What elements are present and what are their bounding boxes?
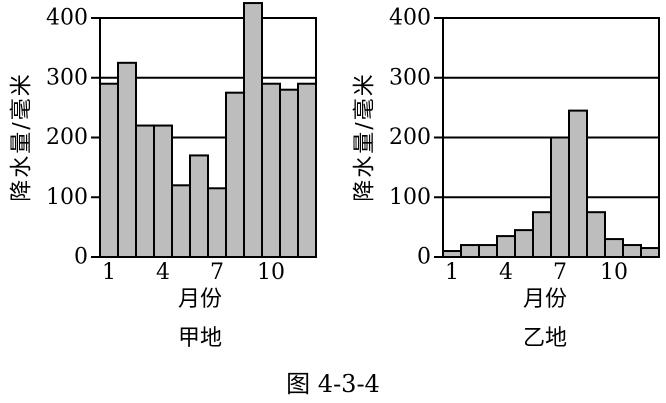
chart-title: 甲地 xyxy=(178,326,222,351)
bar xyxy=(640,247,660,259)
x-tick-label: 1 xyxy=(102,260,116,285)
bar xyxy=(189,154,209,258)
x-tick-labels: 1 4 7 10 xyxy=(102,260,285,285)
bar xyxy=(207,187,227,259)
bar xyxy=(532,211,552,258)
y-tick-label: 0 xyxy=(74,245,88,270)
y-tick-label: 100 xyxy=(46,185,88,210)
x-tick-label: 10 xyxy=(257,260,285,285)
y-tick-label: 100 xyxy=(389,185,431,210)
bar xyxy=(279,88,299,258)
bar xyxy=(261,82,281,258)
x-tick-label: 4 xyxy=(499,260,513,285)
y-tick-label: 300 xyxy=(46,65,88,90)
y-tick-label: 0 xyxy=(417,245,431,270)
bars xyxy=(442,109,660,259)
y-axis-label: 降水量/毫米 xyxy=(353,72,378,201)
x-tick-label: 10 xyxy=(600,260,628,285)
bar xyxy=(478,244,498,259)
bar xyxy=(550,136,570,258)
y-tick-label: 300 xyxy=(389,65,431,90)
x-axis-label: 月份 xyxy=(178,287,222,312)
x-tick-label: 7 xyxy=(553,260,567,285)
bar xyxy=(496,235,516,258)
bar xyxy=(225,91,245,258)
y-axis-label: 降水量/毫米 xyxy=(10,72,35,201)
bar xyxy=(297,82,317,258)
x-tick-labels: 1 4 7 10 xyxy=(445,260,628,285)
figure-caption: 图 4-3-4 xyxy=(286,370,380,398)
bar xyxy=(586,211,606,258)
y-tick-label: 200 xyxy=(389,125,431,150)
x-axis-label: 月份 xyxy=(523,287,567,312)
bar xyxy=(171,184,191,258)
y-tick-label: 200 xyxy=(46,125,88,150)
bar xyxy=(135,124,155,258)
chart-jia: 0 100 200 300 400 1 4 7 10 降水量/毫米 月份 甲地 xyxy=(10,2,317,351)
bar xyxy=(153,124,173,258)
y-tick-labels: 0 100 200 300 400 xyxy=(389,6,443,270)
chart-title: 乙地 xyxy=(523,326,567,351)
bar xyxy=(460,244,480,259)
y-tick-labels: 0 100 200 300 400 xyxy=(46,6,100,270)
x-tick-label: 4 xyxy=(156,260,170,285)
bar xyxy=(568,109,588,258)
bar xyxy=(243,2,263,258)
y-tick-label: 400 xyxy=(389,6,431,31)
bar xyxy=(514,229,534,259)
bar xyxy=(622,244,642,259)
bar xyxy=(442,250,462,258)
x-tick-label: 7 xyxy=(210,260,224,285)
chart-yi: 0 100 200 300 400 1 4 7 10 降水量/毫米 月份 乙地 xyxy=(353,6,660,351)
bar xyxy=(117,61,137,258)
y-tick-label: 400 xyxy=(46,6,88,31)
bar xyxy=(604,238,624,258)
bar xyxy=(99,82,119,258)
x-tick-label: 1 xyxy=(445,260,459,285)
bars xyxy=(99,2,317,259)
